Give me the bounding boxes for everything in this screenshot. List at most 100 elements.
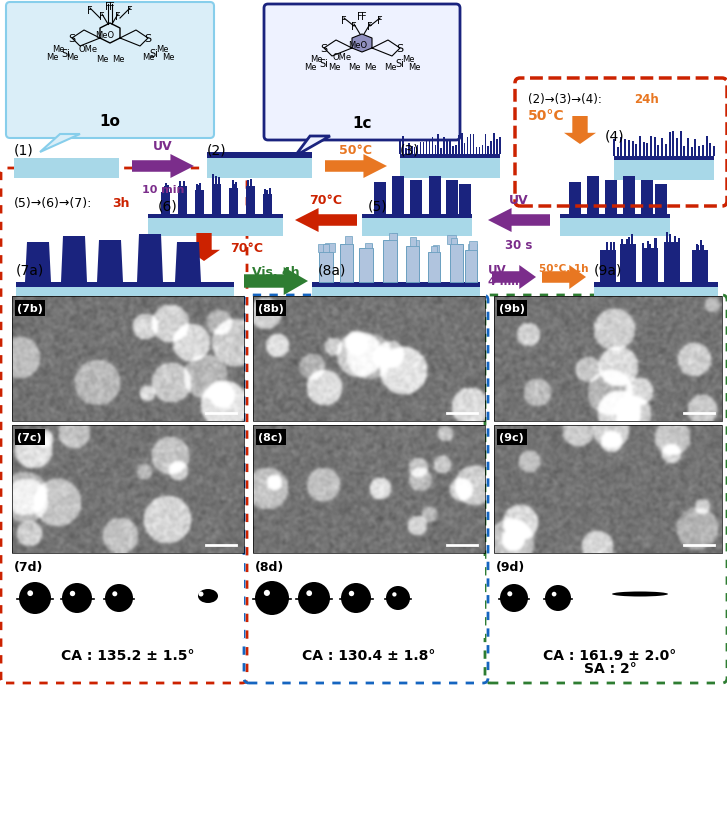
Text: Me: Me xyxy=(402,54,414,64)
Bar xyxy=(468,244,478,251)
Bar xyxy=(627,237,630,245)
Text: Me: Me xyxy=(328,63,340,71)
Bar xyxy=(622,240,623,245)
Bar xyxy=(614,161,714,181)
Bar xyxy=(366,244,371,248)
Bar xyxy=(494,556,722,638)
Bar xyxy=(414,147,415,155)
Bar xyxy=(399,142,401,155)
Bar xyxy=(628,140,630,157)
Bar xyxy=(183,182,185,186)
Polygon shape xyxy=(325,155,387,179)
Text: Vis, 4h: Vis, 4h xyxy=(252,266,300,278)
Bar xyxy=(246,186,254,215)
Text: Me: Me xyxy=(384,63,396,71)
Text: F: F xyxy=(361,12,367,22)
Text: 50°C: 50°C xyxy=(340,144,372,157)
Circle shape xyxy=(349,591,354,597)
Bar xyxy=(312,288,480,306)
Bar xyxy=(148,219,283,237)
Text: Me: Me xyxy=(161,53,174,61)
Bar xyxy=(319,252,333,283)
Bar xyxy=(458,136,459,155)
Circle shape xyxy=(112,592,117,597)
Bar xyxy=(262,195,271,215)
Bar xyxy=(400,155,500,159)
Bar xyxy=(587,176,599,215)
Text: (7b): (7b) xyxy=(17,303,43,314)
Bar xyxy=(665,145,667,157)
Bar xyxy=(312,283,480,288)
Bar xyxy=(642,248,658,283)
Bar xyxy=(481,146,483,155)
Text: F: F xyxy=(357,12,363,22)
Text: F: F xyxy=(99,12,105,22)
Bar xyxy=(207,159,312,179)
Text: Me: Me xyxy=(142,53,154,61)
Bar xyxy=(649,244,651,248)
Bar xyxy=(246,181,249,186)
Bar xyxy=(438,135,439,155)
Bar xyxy=(266,191,268,195)
Circle shape xyxy=(198,592,204,597)
Bar xyxy=(459,185,471,215)
Bar xyxy=(366,243,371,248)
Text: Me: Me xyxy=(52,44,64,54)
Bar xyxy=(488,147,489,155)
Text: F: F xyxy=(377,16,383,26)
Text: 24h: 24h xyxy=(634,93,659,106)
Bar xyxy=(212,175,214,185)
Text: Me: Me xyxy=(46,53,58,61)
Polygon shape xyxy=(295,137,330,157)
Bar xyxy=(183,181,185,186)
Bar xyxy=(700,245,702,251)
Bar xyxy=(374,183,386,215)
Bar xyxy=(491,142,492,155)
Text: (9a): (9a) xyxy=(594,263,622,278)
Bar xyxy=(324,245,329,252)
Circle shape xyxy=(545,585,571,611)
Bar xyxy=(345,237,353,245)
Bar xyxy=(12,297,244,421)
Circle shape xyxy=(28,590,33,596)
Bar xyxy=(179,182,181,186)
Polygon shape xyxy=(352,35,372,53)
Bar xyxy=(676,139,678,157)
Bar xyxy=(475,147,477,155)
Bar xyxy=(614,157,714,161)
Text: F: F xyxy=(367,22,373,32)
Bar xyxy=(655,185,667,215)
Text: (8a): (8a) xyxy=(318,263,346,278)
Bar xyxy=(672,132,674,157)
Bar xyxy=(605,181,617,215)
Circle shape xyxy=(19,583,51,614)
Bar xyxy=(620,138,622,157)
Bar xyxy=(594,283,718,288)
Text: (7a): (7a) xyxy=(16,263,44,278)
Bar xyxy=(340,245,353,283)
Bar xyxy=(250,180,252,186)
Circle shape xyxy=(341,584,371,614)
Bar xyxy=(16,288,234,306)
Text: (6): (6) xyxy=(158,199,177,212)
Text: S: S xyxy=(68,34,76,44)
Bar xyxy=(431,247,438,252)
Bar xyxy=(470,135,471,155)
Bar xyxy=(15,430,45,446)
Ellipse shape xyxy=(612,592,668,597)
Text: Me: Me xyxy=(156,44,168,54)
Bar xyxy=(165,184,166,193)
Text: (2): (2) xyxy=(207,144,227,158)
Bar xyxy=(12,556,244,638)
Bar xyxy=(654,239,656,248)
Bar xyxy=(198,186,201,191)
Polygon shape xyxy=(492,266,536,289)
Bar xyxy=(494,297,722,421)
Bar xyxy=(497,301,527,317)
Text: (7d): (7d) xyxy=(14,560,44,573)
Bar xyxy=(400,159,500,179)
Circle shape xyxy=(255,581,289,615)
Bar xyxy=(620,245,636,283)
Bar xyxy=(698,147,700,157)
Bar xyxy=(600,251,616,283)
